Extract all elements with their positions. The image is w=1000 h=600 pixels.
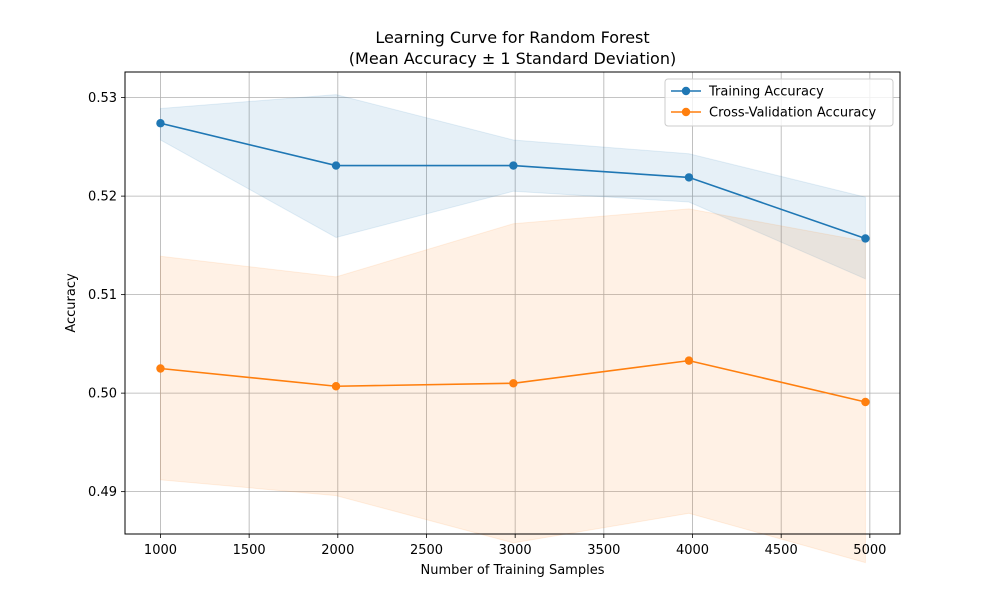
y-tick-label: 0.52 bbox=[88, 190, 117, 205]
x-tick-label: 4000 bbox=[676, 543, 709, 558]
legend-label: Cross-Validation Accuracy bbox=[709, 106, 877, 121]
legend-label: Training Accuracy bbox=[708, 85, 824, 100]
data-point bbox=[861, 234, 870, 243]
x-tick-label: 4500 bbox=[765, 543, 798, 558]
legend-marker bbox=[681, 107, 691, 117]
x-tick-label: 3000 bbox=[499, 543, 532, 558]
data-point bbox=[156, 119, 165, 128]
data-point bbox=[684, 173, 694, 182]
data-point bbox=[331, 161, 341, 170]
y-tick-label: 0.50 bbox=[88, 387, 117, 402]
legend: Training Accuracy Cross-Validation Accura… bbox=[664, 78, 894, 127]
series-lines bbox=[156, 119, 870, 407]
x-axis-ticks: 1000 1500 2000 2500 3000 3500 4000 4500 5000 bbox=[144, 534, 886, 558]
y-tick-label: 0.49 bbox=[88, 485, 117, 500]
x-tick-label: 3500 bbox=[587, 543, 620, 558]
data-point bbox=[684, 356, 694, 365]
x-tick-label: 5000 bbox=[853, 543, 886, 558]
data-point bbox=[509, 161, 518, 170]
y-axis-label: Accuracy bbox=[64, 273, 79, 333]
chart-subtitle: (Mean Accuracy ± 1 Standard Deviation) bbox=[349, 49, 676, 68]
x-axis-label: Number of Training Samples bbox=[421, 563, 605, 578]
plot-frame bbox=[124, 71, 901, 535]
x-tick-label: 1000 bbox=[144, 543, 177, 558]
data-point bbox=[156, 364, 165, 373]
legend-marker bbox=[681, 86, 691, 96]
data-point bbox=[861, 397, 870, 407]
data-point bbox=[509, 379, 518, 388]
data-point bbox=[331, 382, 341, 391]
x-tick-label: 1500 bbox=[233, 543, 266, 558]
y-tick-label: 0.53 bbox=[88, 91, 117, 106]
x-tick-label: 2000 bbox=[321, 543, 354, 558]
chart-title: Learning Curve for Random Forest bbox=[375, 28, 649, 47]
std-band bbox=[159, 94, 866, 280]
y-axis-ticks: 0.49 0.50 0.51 0.52 0.53 bbox=[88, 91, 125, 500]
y-tick-label: 0.51 bbox=[88, 288, 117, 303]
x-tick-label: 2500 bbox=[410, 543, 443, 558]
legend-box bbox=[664, 78, 894, 127]
